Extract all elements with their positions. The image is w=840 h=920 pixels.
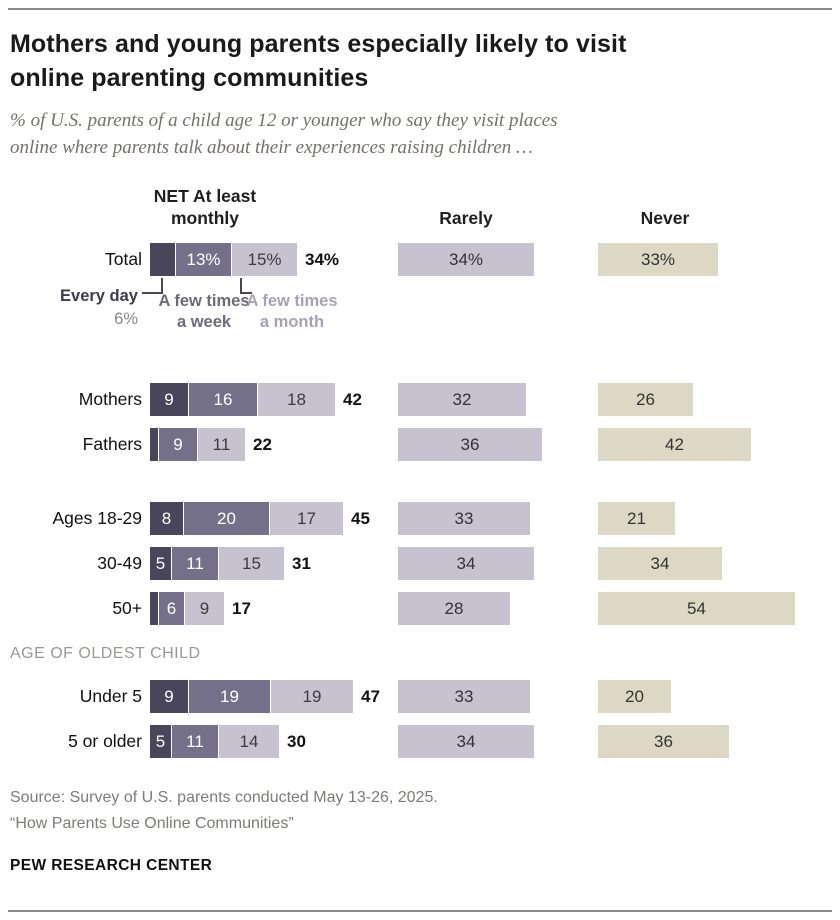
segment-few-times-week: 11 [172, 725, 219, 758]
every-day-connector-line [142, 278, 163, 294]
segment-few-times-week: 11 [172, 547, 219, 580]
chart-title-line1: Mothers and young parents especially lik… [10, 30, 627, 58]
source-note: Source: Survey of U.S. parents conducted… [10, 785, 812, 837]
chart-row: Total 13% 15% 34% 34% 33% [10, 243, 812, 276]
net-total-value: 45 [351, 509, 370, 528]
segment-every-day [150, 428, 159, 461]
net-total-value: 47 [361, 687, 380, 706]
net-bar: 9 16 18 42 [150, 383, 362, 416]
net-total-value: 17 [232, 599, 251, 618]
column-header-rarely: Rarely [439, 208, 493, 228]
segment-few-times-month: 14 [219, 725, 279, 758]
never-bar: 26 [598, 383, 693, 416]
net-total-value: 31 [292, 554, 311, 573]
segment-every-day: 9 [150, 383, 189, 416]
rarely-bar: 32 [398, 383, 526, 416]
chart-row: Under 5 9 19 19 47 33 20 [10, 680, 812, 713]
chart-row: 30-49 5 11 15 31 34 34 [10, 547, 812, 580]
row-label: Ages 18-29 [52, 508, 142, 528]
segment-few-times-week: 13% [176, 243, 232, 276]
net-bar: 13% 15% 34% [150, 243, 339, 276]
column-header-net-at-least-monthly: NET At least monthly [153, 186, 257, 228]
net-bar: 6 9 17 [150, 592, 251, 625]
net-bar: 5 11 14 30 [150, 725, 306, 758]
chart-row: 50+ 6 9 17 28 54 [10, 592, 812, 625]
rarely-bar: 34 [398, 547, 534, 580]
row-label: Total [105, 249, 142, 269]
legend-few-times-month: A few times a month [246, 292, 338, 331]
row-label: Under 5 [79, 686, 142, 706]
row-label: Fathers [82, 434, 142, 454]
legend-every-day-label: Every day [60, 287, 138, 305]
segment-few-times-week: 9 [159, 428, 198, 461]
segment-every-day: 8 [150, 502, 184, 535]
rarely-bar: 28 [398, 592, 510, 625]
segment-few-times-week: 16 [189, 383, 258, 416]
rarely-bar: 33 [398, 502, 530, 535]
top-rule [8, 8, 832, 10]
segment-few-times-month: 15 [219, 547, 284, 580]
legend-every-day: Every day 6% [60, 286, 138, 330]
segment-every-day: 9 [150, 680, 189, 713]
chart-row: Mothers 9 16 18 42 32 26 [10, 383, 812, 416]
segment-few-times-month: 18 [258, 383, 335, 416]
chart-row: Ages 18-29 8 20 17 45 33 21 [10, 502, 812, 535]
never-bar: 54 [598, 592, 795, 625]
row-label: 5 or older [68, 731, 142, 751]
few-times-month-connector-line [240, 278, 252, 294]
chart-row: Fathers 9 11 22 36 42 [10, 428, 812, 461]
rarely-bar: 34 [398, 725, 534, 758]
row-label: Mothers [78, 389, 142, 409]
segment-few-times-week: 19 [189, 680, 271, 713]
segment-few-times-month: 9 [185, 592, 224, 625]
brand-label: PEW RESEARCH CENTER [10, 857, 213, 874]
column-header-never: Never [640, 208, 690, 228]
segment-few-times-month: 19 [271, 680, 353, 713]
rarely-bar: 36 [398, 428, 542, 461]
never-bar: 33% [598, 243, 718, 276]
net-total-value: 30 [287, 732, 306, 751]
net-total-value: 42 [343, 390, 362, 409]
segment-every-day: 5 [150, 547, 172, 580]
legend-every-day-value: 6% [114, 310, 138, 328]
rarely-bar: 33 [398, 680, 530, 713]
source-line2: “How Parents Use Online Communities” [10, 815, 294, 832]
never-bar: 34 [598, 547, 722, 580]
net-bar: 5 11 15 31 [150, 547, 311, 580]
net-total-value: 22 [253, 435, 272, 454]
legend-few-times-week: A few times a week [158, 292, 250, 331]
rarely-bar: 34% [398, 243, 534, 276]
never-bar: 42 [598, 428, 751, 461]
segment-few-times-week: 6 [159, 592, 185, 625]
row-label: 50+ [112, 598, 142, 618]
segment-every-day [150, 592, 159, 625]
segment-few-times-week: 20 [184, 502, 270, 535]
segment-few-times-month: 15% [232, 243, 297, 276]
segment-every-day: 5 [150, 725, 172, 758]
chart-area: NET At least monthly Rarely Never Every … [10, 183, 812, 763]
net-total-value: 34% [305, 250, 340, 269]
source-line1: Source: Survey of U.S. parents conducted… [10, 789, 438, 806]
net-bar: 8 20 17 45 [150, 502, 370, 535]
never-bar: 36 [598, 725, 729, 758]
chart-subtitle-line1: % of U.S. parents of a child age 12 or y… [10, 110, 558, 131]
never-bar: 20 [598, 680, 671, 713]
net-bar: 9 19 19 47 [150, 680, 380, 713]
chart-title: Mothers and young parents especially lik… [10, 28, 812, 95]
chart-row: 5 or older 5 11 14 30 34 36 [10, 725, 812, 758]
chart-subtitle-line2: online where parents talk about their ex… [10, 137, 533, 158]
chart-subtitle: % of U.S. parents of a child age 12 or y… [10, 107, 730, 161]
segment-few-times-month: 17 [270, 502, 343, 535]
bottom-rule [8, 910, 832, 912]
never-bar: 21 [598, 502, 675, 535]
segment-few-times-month: 11 [198, 428, 245, 461]
row-label: 30-49 [97, 553, 142, 573]
chart-title-line2: online parenting communities [10, 63, 369, 92]
net-bar: 9 11 22 [150, 428, 272, 461]
segment-every-day [150, 243, 176, 276]
section-label-age-of-oldest-child: AGE OF OLDEST CHILD [10, 645, 201, 662]
